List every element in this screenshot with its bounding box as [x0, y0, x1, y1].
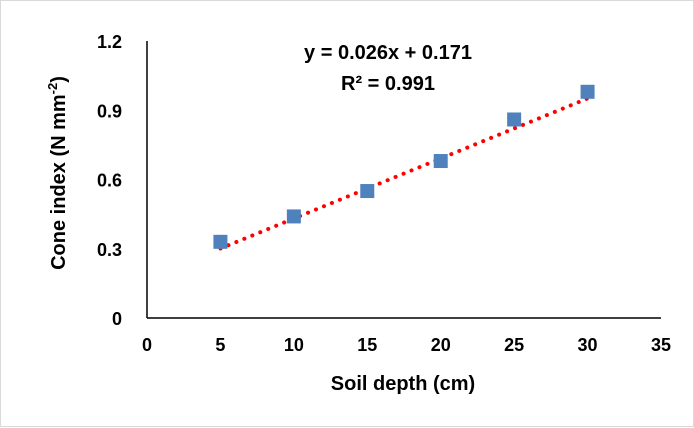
y-axis-title-superscript: -2 — [45, 83, 60, 95]
trendline-equation: y = 0.026x + 0.171 — [304, 42, 472, 64]
x-tick-label: 5 — [215, 335, 225, 355]
data-marks — [213, 84, 595, 251]
r-squared-label: R² = 0.991 — [341, 73, 435, 95]
y-tick-label: 0.3 — [97, 240, 122, 260]
y-axis-title-close: ) — [48, 76, 70, 83]
y-tick-label: 1.2 — [97, 32, 122, 52]
y-tick-label: 0.9 — [97, 101, 122, 121]
x-tick-label: 0 — [142, 335, 152, 355]
y-axis-title-main: Cone index (N mm — [48, 94, 70, 270]
data-point — [580, 84, 595, 99]
x-tick-label: 15 — [357, 335, 377, 355]
x-axis-title: Soil depth (cm) — [331, 373, 475, 395]
x-tick-label: 20 — [431, 335, 451, 355]
trendline — [218, 96, 590, 251]
plot-area: 0 5 10 15 20 25 30 35 0 0.3 0.6 0.9 1.2 — [97, 32, 671, 355]
y-axis-title: Cone index (N mm-2) — [45, 76, 70, 270]
data-point — [507, 112, 522, 127]
y-tick-label: 0.6 — [97, 171, 122, 191]
x-tick-label: 10 — [284, 335, 304, 355]
data-point — [360, 184, 375, 199]
data-point — [286, 209, 301, 224]
data-point — [433, 154, 448, 169]
x-tick-label: 30 — [578, 335, 598, 355]
data-point — [213, 234, 228, 249]
x-tick-label: 35 — [651, 335, 671, 355]
x-tick-label: 25 — [504, 335, 524, 355]
y-tick-label: 0 — [112, 309, 122, 329]
